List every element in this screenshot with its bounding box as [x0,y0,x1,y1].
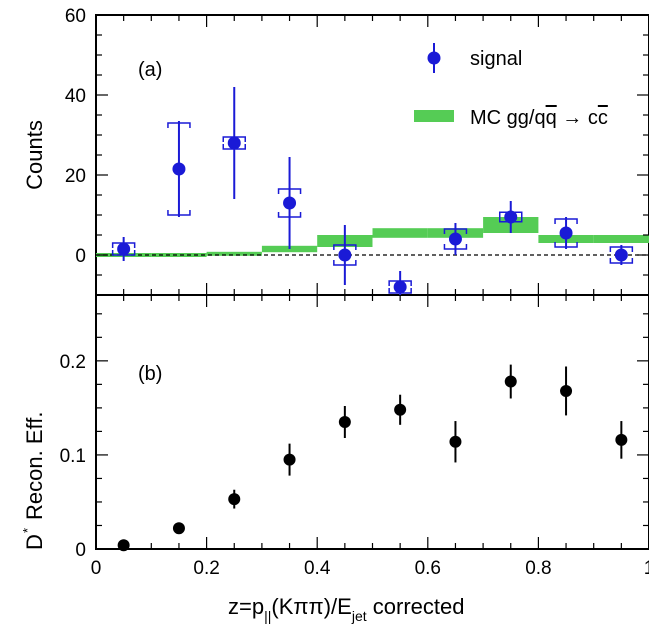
efficiency-point [504,375,517,388]
xlabel-a: z=p [228,594,264,619]
panel-b-ticks: 0 0.1 0.2 0 0.2 0.4 0.6 0.8 1 [60,295,649,579]
signal-point [172,162,186,176]
legend-mc-qbar: q [546,107,557,129]
signal-point [283,196,297,210]
legend-mc-label: MC gg/qq → cc [470,107,608,129]
legend-mc-cbar: c [598,107,608,129]
mc-band-bin [372,228,428,238]
signal-point [448,232,462,246]
legend-mc-prefix: MC gg/q [470,107,546,129]
signal-sys-bracket-bottom [167,210,191,216]
signal-sys-bracket-top [609,246,634,252]
efficiency-point [283,453,296,466]
xlabel-c: corrected [367,594,465,619]
legend-signal-label: signal [470,48,522,70]
panel-b-label: (b) [138,363,162,385]
x-tick-label: 0 [91,558,102,579]
x-tick-label: 0.6 [415,558,441,579]
panel-a-signal-points [111,87,634,295]
xlabel-sub1: || [264,608,271,624]
signal-sys-bracket-bottom [609,258,634,264]
signal-sys-bracket-top [167,122,191,128]
signal-point [227,136,241,150]
panel-b-ytick-label: 0.1 [60,446,86,467]
signal-sys-bracket-bottom [443,244,468,250]
legend-mc-arrow: → c [557,107,598,129]
efficiency-point [228,493,241,506]
mc-band-bin [151,253,207,257]
x-tick-label: 1 [644,558,649,579]
panel-b-ytick-label: 0.2 [60,352,86,373]
panel-a-ytick-label: 40 [65,86,86,107]
xlabel-b: (Kππ)/E [271,594,351,619]
signal-sys-bracket-top [333,244,357,250]
signal-point [393,280,407,294]
mc-band-bin [206,251,262,256]
signal-point [338,248,352,262]
panel-b-frame [95,294,649,550]
efficiency-point [394,403,407,416]
signal-point [504,210,518,224]
panel-b-ylabel-text: Recon. Eff. [22,412,47,520]
panel-b-efficiency-points [117,364,628,552]
signal-sys-bracket-bottom [333,260,357,266]
efficiency-point [615,433,628,446]
x-axis-label: z=p||(Kππ)/Ejet corrected [228,594,464,624]
signal-sys-bracket-top [443,228,468,234]
efficiency-point [172,522,185,535]
x-tick-label: 0.2 [193,558,219,579]
panel-a-ylabel: Counts [22,120,47,190]
mc-band-bin [593,235,649,243]
legend-signal-marker [427,51,441,65]
xlabel-sub2: jet [351,608,367,624]
efficiency-point [560,384,573,397]
panel-a-ytick-label: 0 [75,246,86,267]
signal-sys-bracket-top [554,218,578,224]
panel-a-label: (a) [138,59,162,81]
panel-a-ytick-label: 60 [65,6,86,27]
signal-point [614,248,628,262]
signal-point [559,226,573,240]
x-tick-label: 0.4 [304,558,331,579]
panel-a-ticks: 0 20 40 60 [65,6,649,296]
panel-b-ylabel-prefix: D [22,534,47,550]
legend-mc-swatch [414,110,454,122]
efficiency-point [449,435,462,448]
signal-sys-bracket-top [277,188,302,194]
signal-sys-bracket-bottom [554,242,578,248]
panel-b-ylabel: D * Recon. Eff. [20,412,47,550]
panel-b-ytick-label: 0 [75,540,86,561]
efficiency-point [338,416,351,428]
signal-sys-bracket-bottom [277,212,302,218]
signal-point [117,242,131,256]
legend: signal MC gg/qq → cc [414,43,608,129]
panel-b-ylabel-superscript: * [20,528,35,533]
efficiency-point [117,539,130,552]
x-tick-label: 0.8 [525,558,551,579]
panel-a-ytick-label: 20 [65,166,86,187]
